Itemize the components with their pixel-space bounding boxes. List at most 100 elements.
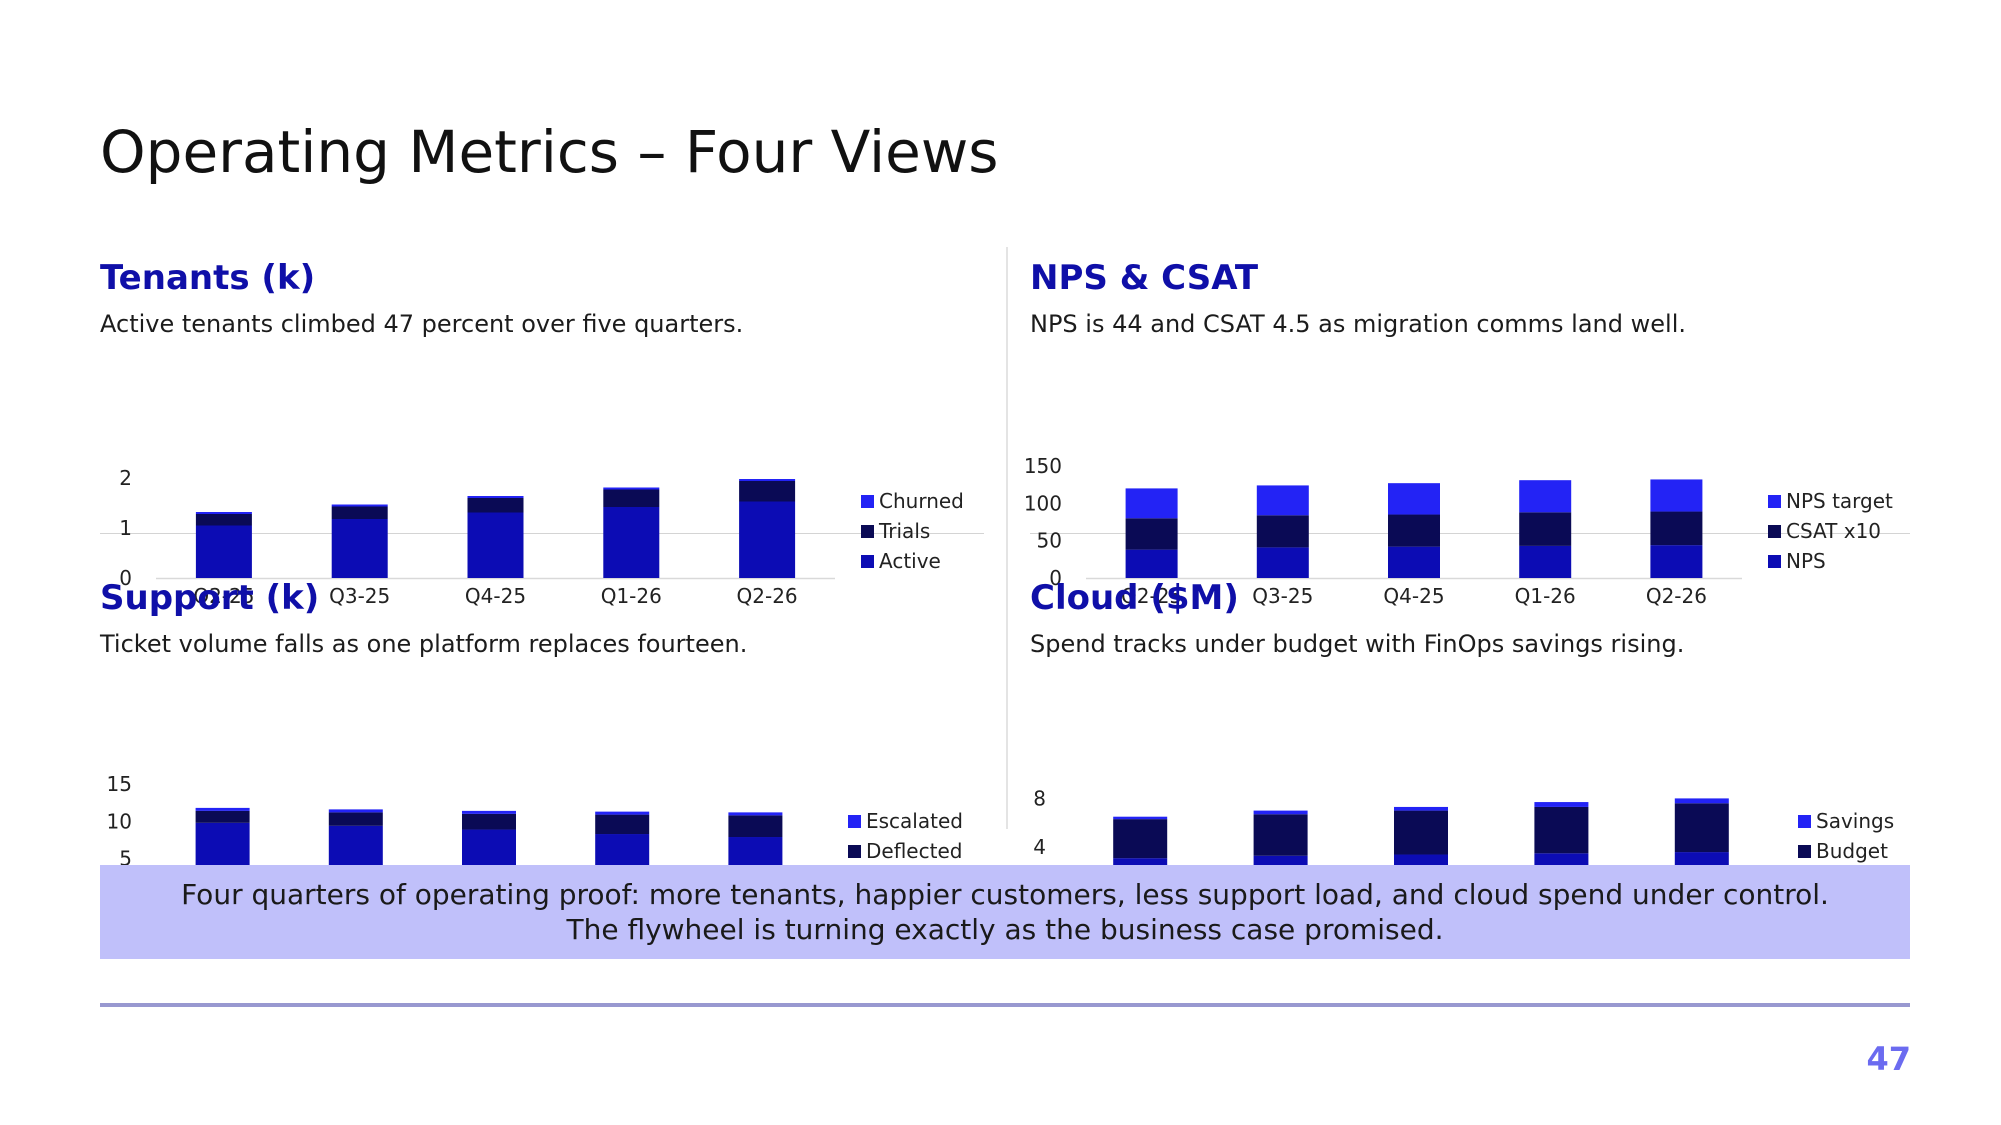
x-tick-label: Q3-25 <box>1252 584 1313 608</box>
bar-segment <box>1253 810 1308 815</box>
bar-segment <box>195 512 252 514</box>
x-tick-label: Q4-25 <box>465 584 526 608</box>
x-tick-label: Q2-26 <box>737 584 798 608</box>
support-chart: 051015Q2-25Q3-25Q4-25Q1-26Q2-26Escalated… <box>107 772 963 926</box>
y-tick-label: 0 <box>1049 566 1062 590</box>
callout-line-2: The flywheel is turning exactly as the b… <box>566 913 1444 946</box>
bar-segment <box>1113 816 1168 820</box>
panel-subtitle: Active tenants climbed 47 percent over f… <box>100 310 744 338</box>
cloud-chart: 048Q2-25Q3-25Q4-25Q1-26Q2-26SavingsBudge… <box>1033 786 1894 926</box>
x-tick-label: Q2-25 <box>193 584 254 608</box>
bar-segment <box>328 809 383 813</box>
bar-segment <box>1125 549 1178 578</box>
panel-title: Support (k) <box>100 578 320 618</box>
legend-swatch <box>1798 815 1811 828</box>
x-tick-label: Q1-26 <box>601 584 662 608</box>
bar-segment <box>1394 806 1448 811</box>
bar-segment <box>328 812 383 826</box>
y-tick-label: 10 <box>107 809 132 833</box>
bar-segment <box>1650 511 1703 546</box>
slide-title: Operating Metrics – Four Views <box>100 118 999 186</box>
bar-segment <box>195 807 250 811</box>
bar-segment <box>603 487 660 490</box>
bar-segment <box>462 813 516 830</box>
legend-swatch <box>1768 495 1781 508</box>
legend-label: Trials <box>878 519 930 543</box>
bar-segment <box>1394 810 1448 855</box>
bar-segment <box>467 512 524 578</box>
legend-label: CSAT x10 <box>1786 519 1881 543</box>
y-tick-label: 5 <box>119 847 132 871</box>
nps-csat-panel: NPS & CSAT NPS is 44 and CSAT 4.5 as mig… <box>1024 258 1910 608</box>
y-tick-label: 150 <box>1024 454 1062 478</box>
bar-segment <box>1650 479 1703 512</box>
bar-segment <box>1256 547 1309 578</box>
bar-segment <box>195 810 250 823</box>
x-tick-label: Q2-25 <box>1121 584 1182 608</box>
y-tick-label: 2 <box>119 466 132 490</box>
legend-swatch <box>861 525 874 538</box>
bar-segment <box>331 519 388 578</box>
x-tick-label: Q2-26 <box>1646 584 1707 608</box>
panel-title: Tenants (k) <box>100 258 316 298</box>
bar-segment <box>1388 546 1440 578</box>
page-number: 47 <box>1866 1040 1911 1078</box>
x-tick-label: Q4-25 <box>1383 584 1444 608</box>
bar-segment <box>462 810 516 814</box>
legend-label: Deflected <box>866 839 962 863</box>
y-tick-label: 100 <box>1024 491 1062 515</box>
nps-csat-chart: 0 50 100 150 Q2-25 Q3-25 Q4-25 Q1-26 Q2-26 NPS ta… <box>1024 454 1893 608</box>
legend-swatch <box>1798 845 1811 858</box>
bar-segment <box>739 481 796 502</box>
legend-label: Churned <box>879 489 964 513</box>
vertical-divider <box>1006 247 1008 829</box>
bar-segment <box>1256 485 1309 516</box>
callout-line-1: Four quarters of operating proof: more t… <box>181 878 1829 911</box>
panel-subtitle: NPS is 44 and CSAT 4.5 as migration comm… <box>1030 310 1686 338</box>
legend-swatch <box>848 815 861 828</box>
bar-segment <box>1519 545 1572 578</box>
bar-segment <box>1256 515 1309 548</box>
legend-label: Active <box>879 549 941 573</box>
panel-title: NPS & CSAT <box>1030 258 1259 298</box>
bar-segment <box>195 525 252 578</box>
bar-segment <box>195 514 252 526</box>
bar-segment <box>1519 512 1572 546</box>
legend-swatch <box>848 845 861 858</box>
legend-label: Savings <box>1816 809 1894 833</box>
y-tick-label: 0 <box>119 566 132 590</box>
legend-label: Budget <box>1816 839 1888 863</box>
bar-segment <box>1388 483 1440 515</box>
bar-segment <box>595 811 650 815</box>
bar-segment <box>331 504 388 507</box>
bar-segment <box>467 498 524 513</box>
bar-segment <box>1674 798 1729 804</box>
bar-segment <box>467 496 524 498</box>
tenants-chart: 0 1 2 Q2-25 Q3-25 Q4-25 Q1-26 Q2-26 Churned Trial… <box>119 466 964 608</box>
bar-segment <box>603 507 660 578</box>
panel-subtitle: Spend tracks under budget with FinOps sa… <box>1030 630 1685 658</box>
bar-segment <box>1253 814 1308 856</box>
bar-segment <box>728 812 783 816</box>
y-tick-label: 50 <box>1037 529 1062 553</box>
x-tick-label: Q3-25 <box>329 584 390 608</box>
bar-segment <box>739 479 796 481</box>
panel-title: Cloud ($M) <box>1030 578 1239 618</box>
bar-segment <box>1650 545 1703 578</box>
cloud-panel: Cloud ($M) Spend tracks under budget wit… <box>1030 578 1910 926</box>
horizontal-divider-right <box>1030 533 1910 534</box>
bar-segment <box>331 506 388 519</box>
legend-label: NPS target <box>1786 489 1893 513</box>
legend-swatch <box>861 555 874 568</box>
bar-segment <box>1534 802 1589 807</box>
y-tick-label: 15 <box>107 772 132 796</box>
bar-segment <box>739 501 796 578</box>
bar-segment <box>1125 488 1178 519</box>
bar-segment <box>1674 803 1729 853</box>
bar-segment <box>603 489 660 507</box>
horizontal-divider-left <box>100 533 984 534</box>
legend-swatch <box>1768 555 1781 568</box>
support-panel: Support (k) Ticket volume falls as one p… <box>100 578 984 926</box>
legend-label: Escalated <box>866 809 963 833</box>
y-tick-label: 1 <box>119 516 132 540</box>
